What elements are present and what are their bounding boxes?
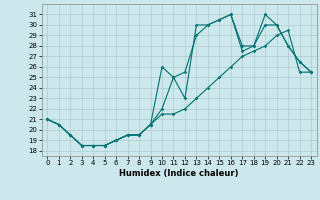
X-axis label: Humidex (Indice chaleur): Humidex (Indice chaleur) [119,169,239,178]
